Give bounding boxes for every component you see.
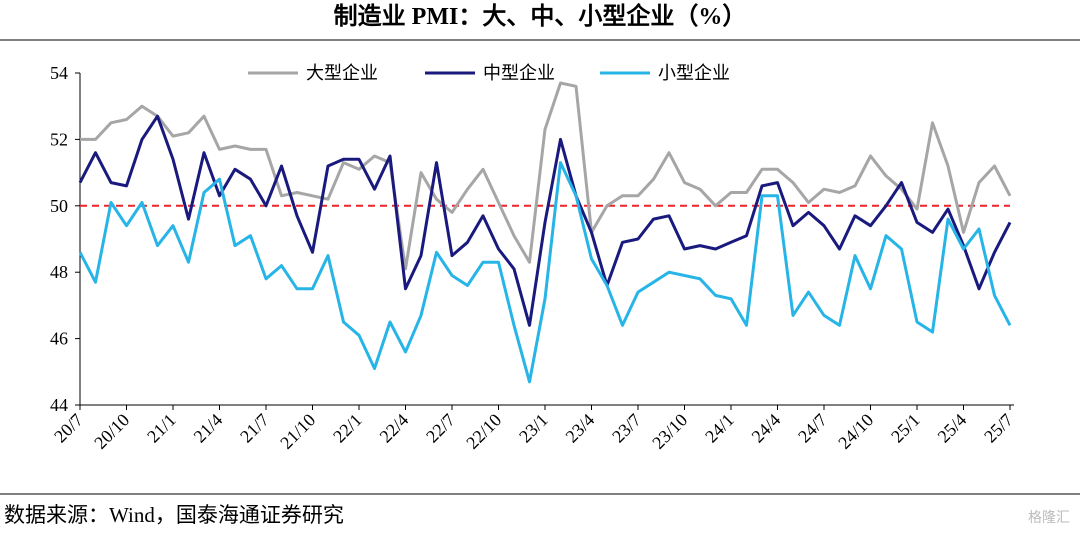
x-tick-label: 21/1 bbox=[143, 410, 180, 447]
x-tick-label: 24/7 bbox=[794, 410, 831, 447]
series-line bbox=[78, 114, 1012, 327]
x-tick-label: 24/10 bbox=[834, 410, 877, 453]
x-tick-label: 21/10 bbox=[276, 410, 319, 453]
x-tick-label: 21/7 bbox=[236, 410, 273, 447]
x-tick-label: 25/1 bbox=[887, 410, 924, 447]
x-tick-label: 23/4 bbox=[562, 410, 599, 447]
x-tick-label: 23/7 bbox=[608, 410, 645, 447]
series-line bbox=[80, 81, 1012, 271]
source-note: 数据来源：Wind，国泰海通证券研究 bbox=[4, 503, 344, 527]
legend-label: 小型企业 bbox=[658, 63, 730, 83]
y-tick-label: 46 bbox=[50, 329, 68, 349]
x-tick-label: 22/1 bbox=[329, 410, 366, 447]
y-tick-label: 54 bbox=[50, 63, 68, 83]
legend-label: 中型企业 bbox=[483, 63, 555, 83]
watermark: 格隆汇 bbox=[1028, 510, 1070, 526]
x-tick-label: 22/7 bbox=[422, 410, 459, 447]
legend-label: 大型企业 bbox=[306, 63, 378, 83]
y-tick-label: 50 bbox=[50, 196, 68, 216]
x-tick-label: 20/10 bbox=[90, 410, 133, 453]
x-tick-label: 21/4 bbox=[190, 410, 227, 447]
x-tick-label: 22/10 bbox=[462, 410, 505, 453]
x-tick-label: 24/4 bbox=[748, 410, 785, 447]
x-tick-label: 25/4 bbox=[934, 410, 971, 447]
x-tick-label: 22/4 bbox=[376, 410, 413, 447]
x-tick-label: 25/7 bbox=[980, 410, 1017, 447]
x-tick-label: 23/1 bbox=[515, 410, 552, 447]
y-tick-label: 44 bbox=[50, 395, 68, 415]
y-tick-label: 52 bbox=[50, 129, 68, 149]
y-tick-label: 48 bbox=[50, 262, 68, 282]
chart-title: 制造业 PMI：大、中、小型企业（%） bbox=[334, 2, 747, 30]
series-line bbox=[78, 161, 1012, 384]
x-tick-label: 24/1 bbox=[701, 410, 738, 447]
x-tick-label: 20/7 bbox=[50, 410, 87, 447]
x-tick-label: 23/10 bbox=[648, 410, 691, 453]
